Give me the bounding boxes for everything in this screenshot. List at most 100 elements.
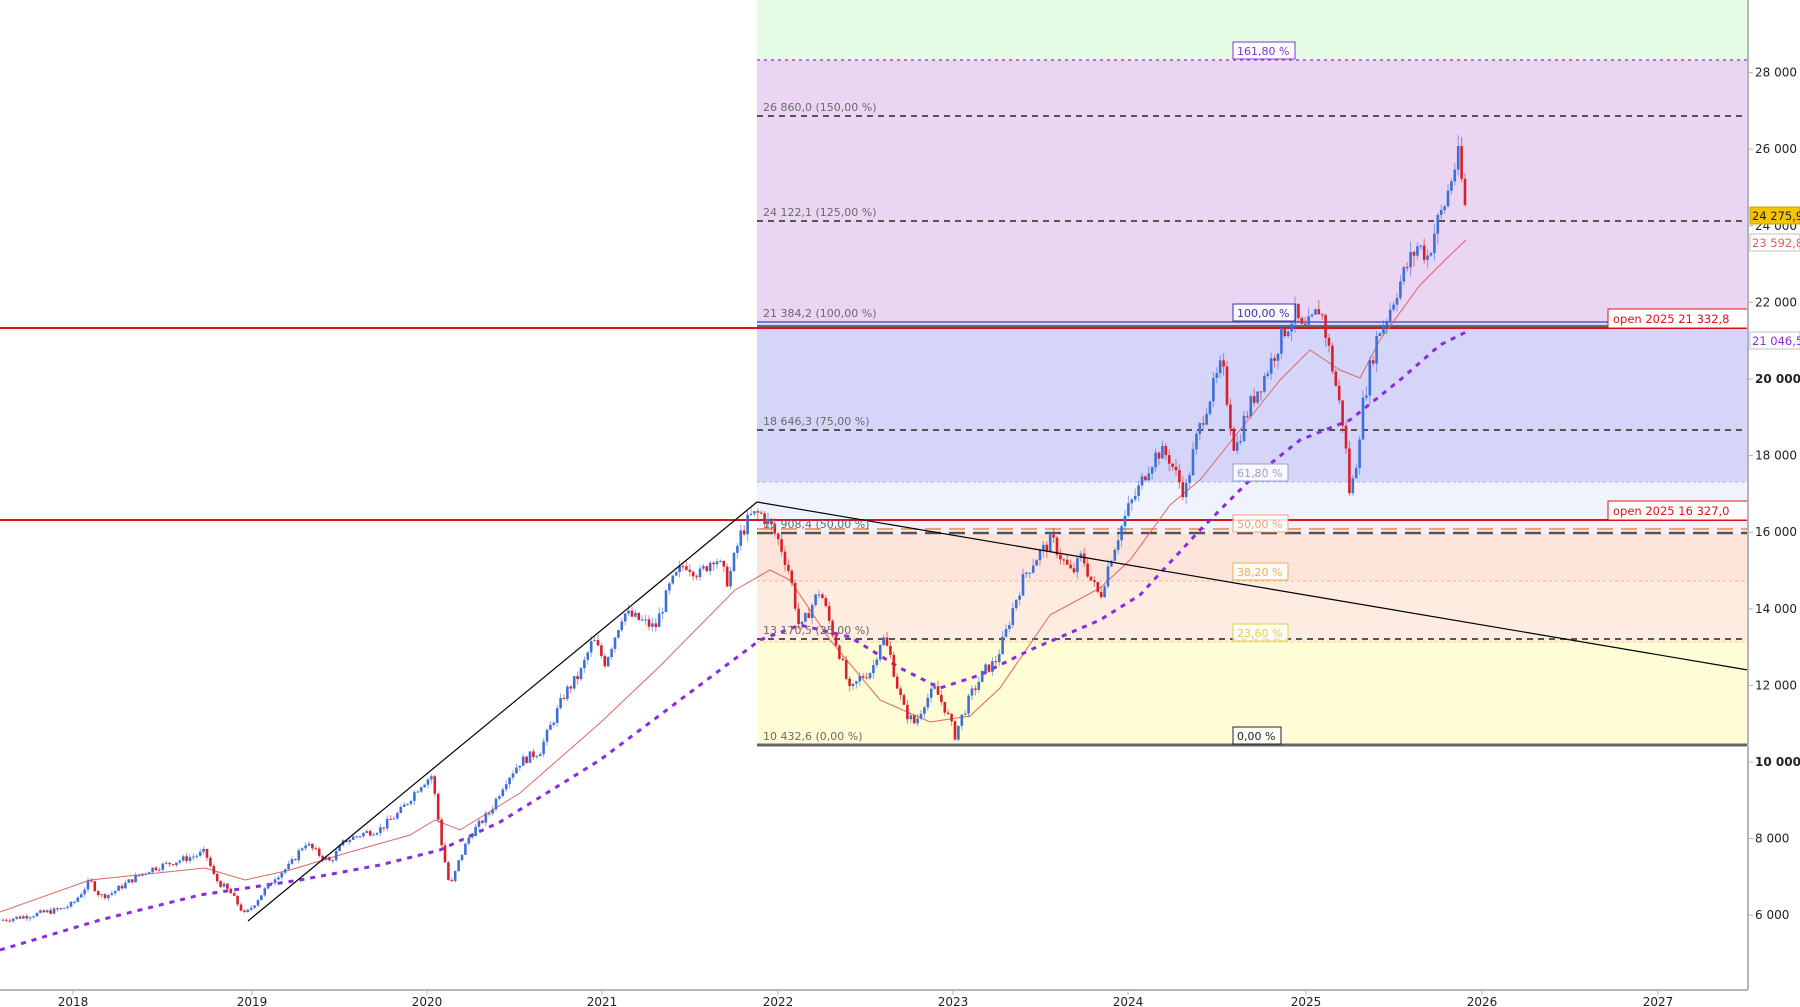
candle-down: [1303, 323, 1307, 325]
candle-up: [416, 791, 420, 793]
candle-down: [56, 908, 59, 910]
candle-up: [1154, 452, 1157, 468]
candle-up: [1395, 297, 1399, 305]
candle-down: [1072, 568, 1076, 573]
candle-down: [654, 623, 658, 628]
candle-down: [797, 608, 800, 625]
candle-down: [562, 698, 566, 700]
fib-pct-label: 100,00 %: [1237, 307, 1289, 320]
candle-down: [1225, 366, 1229, 405]
candle-up: [1450, 181, 1453, 191]
candle-up: [256, 900, 260, 906]
candle-down: [229, 888, 233, 894]
candle-up: [623, 613, 627, 622]
candle-up: [457, 860, 460, 871]
candle-down: [317, 848, 321, 856]
candle-up: [107, 894, 110, 899]
candle-up: [147, 872, 151, 874]
candle-down: [1062, 559, 1066, 561]
candle-down: [834, 635, 838, 646]
candle-up: [919, 713, 923, 719]
candle-down: [793, 582, 797, 609]
candle-down: [838, 645, 841, 659]
candle-up: [460, 854, 464, 861]
candle-up: [1375, 335, 1378, 364]
candle-up: [1314, 309, 1317, 315]
candle-down: [688, 569, 692, 572]
fib-level-text: 21 384,2 (100,00 %): [763, 307, 877, 320]
fib-level-text: 26 860,0 (150,00 %): [763, 101, 877, 114]
candle-up: [1025, 572, 1028, 574]
trendline[interactable]: [247, 501, 758, 922]
trendline[interactable]: [756, 501, 1749, 671]
candle-up: [521, 756, 525, 766]
price-tag-box: [1749, 233, 1800, 252]
candle-up: [141, 873, 144, 876]
candle-up: [617, 630, 620, 638]
candle-down: [243, 910, 246, 912]
candle-up: [1161, 445, 1164, 459]
y-tick-label: 26 000: [1755, 142, 1797, 156]
candle-up: [385, 818, 389, 829]
fib-zone: [757, 324, 1748, 482]
candle-down: [685, 566, 688, 570]
candle-up: [246, 909, 250, 912]
candle-down: [603, 655, 607, 667]
x-tick-label: 2024: [1113, 995, 1144, 1007]
candle-down: [892, 654, 896, 677]
candle-down: [681, 566, 685, 568]
candle-down: [1273, 358, 1276, 361]
candle-up: [1358, 439, 1361, 469]
candle-down: [436, 793, 440, 820]
candle-down: [1082, 553, 1086, 564]
candle-up: [916, 718, 919, 724]
fib-pct-box: [1232, 623, 1289, 642]
candle-up: [1280, 328, 1283, 354]
candle-down: [103, 894, 107, 899]
candle-up: [878, 644, 882, 660]
candle-down: [770, 518, 773, 525]
candle-down: [780, 539, 783, 552]
candle-down: [1297, 303, 1300, 319]
candle-up: [1419, 245, 1423, 247]
candle-down: [848, 678, 851, 686]
candle-up: [875, 659, 879, 666]
candle-up: [1310, 314, 1314, 317]
trendlines[interactable]: [247, 501, 1749, 922]
candle-up: [110, 893, 114, 895]
candle-up: [1028, 572, 1032, 574]
candle-up: [477, 820, 481, 827]
candle-up: [1188, 475, 1191, 484]
candle-down: [168, 862, 171, 865]
candle-up: [287, 863, 290, 870]
candle-up: [69, 901, 73, 907]
candle-down: [226, 883, 229, 889]
x-tick-label: 2026: [1467, 995, 1498, 1007]
candle-down: [382, 827, 386, 829]
candle-up: [253, 905, 256, 908]
candle-up: [970, 688, 974, 696]
candle-up: [22, 916, 25, 919]
candle-up: [379, 827, 382, 834]
candle-down: [695, 576, 698, 578]
candle-up: [858, 675, 862, 682]
candle-up: [991, 661, 994, 672]
candle-down: [239, 904, 243, 911]
candle-down: [906, 704, 909, 720]
candle-up: [1212, 377, 1215, 402]
candle-up: [1382, 325, 1385, 334]
candle-up: [331, 860, 335, 862]
fib-pct-label: 38,20 %: [1237, 566, 1282, 579]
candle-up: [188, 857, 192, 861]
candle-down: [807, 613, 811, 619]
candle-down: [1344, 425, 1348, 449]
candle-down: [185, 856, 188, 861]
x-tick-label: 2020: [412, 995, 443, 1007]
candle-up: [1378, 333, 1382, 336]
candle-up: [1184, 483, 1188, 498]
candle-up: [702, 566, 705, 569]
y-tick-label: 16 000: [1755, 525, 1797, 539]
fib-level-text: 10 432,6 (0,00 %): [763, 730, 863, 743]
candle-up: [980, 670, 984, 682]
